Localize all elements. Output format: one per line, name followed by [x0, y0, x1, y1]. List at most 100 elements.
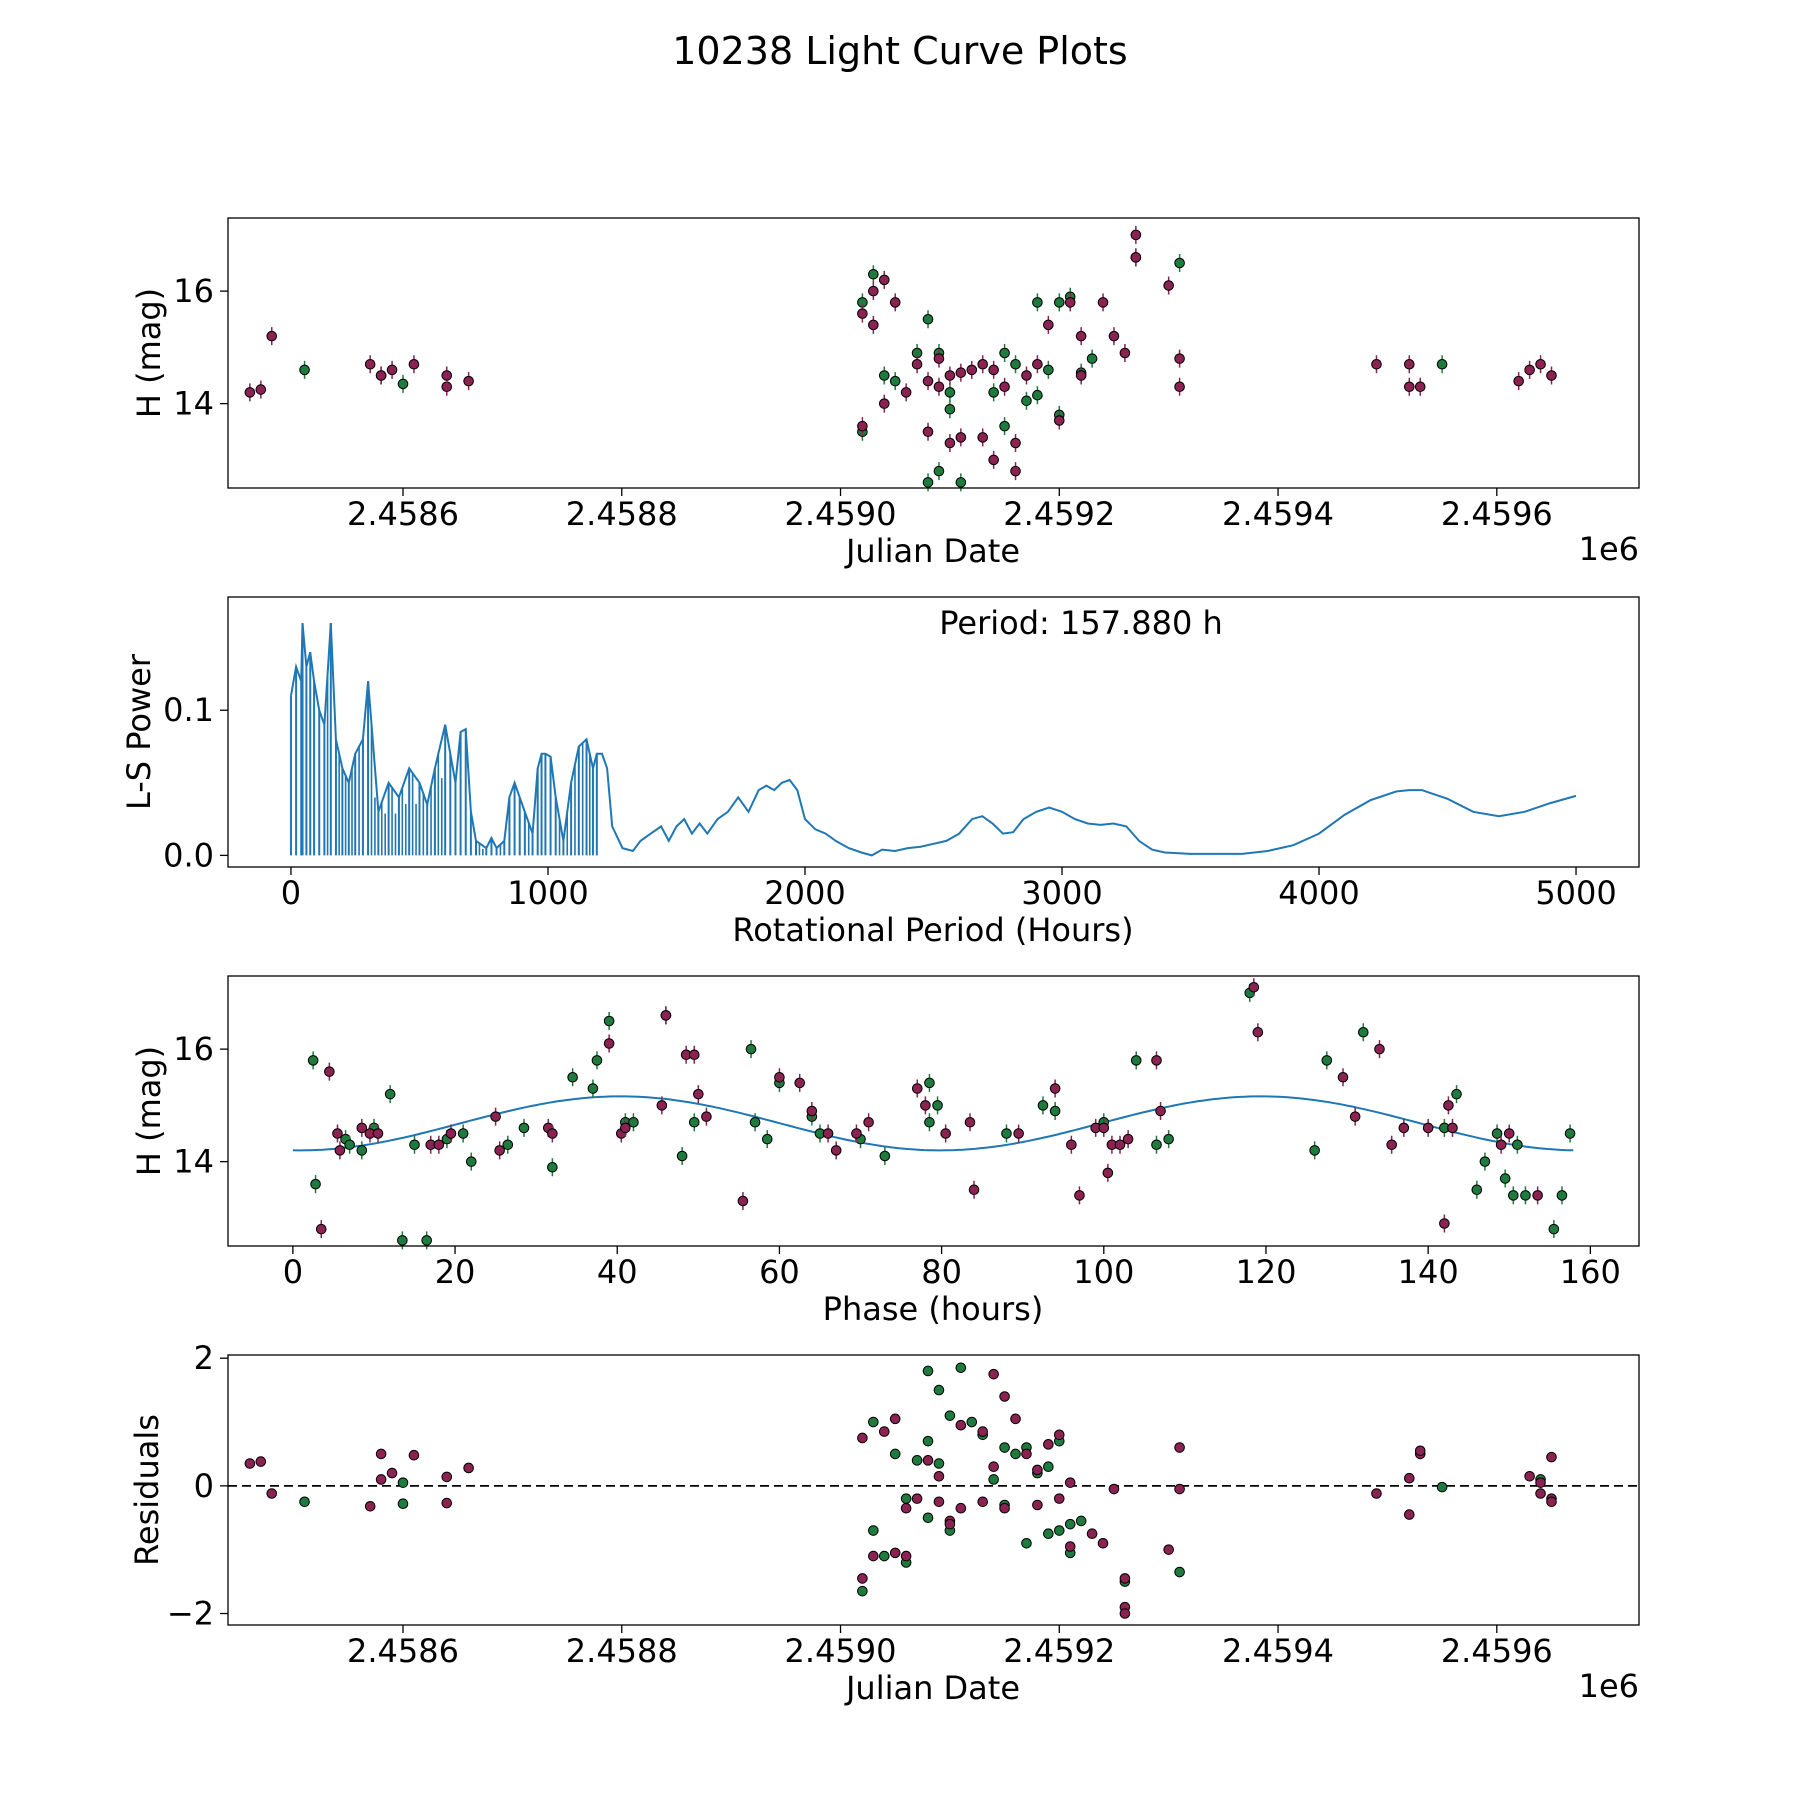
phased-point-green — [1548, 1223, 1560, 1235]
phased-point-green — [1556, 1190, 1568, 1201]
phased-point-green — [749, 1116, 761, 1128]
phased-x-tick-label: 0 — [283, 1253, 303, 1291]
periodogram-ticks: 0 1000 2000 3000 4000 5000 0.0 0.1 — [163, 691, 1617, 912]
phased-point-green — [1163, 1133, 1174, 1145]
phased-point-green — [307, 1055, 319, 1066]
lightcurve-point-purple — [1371, 358, 1382, 370]
residuals-point-purple — [244, 1458, 256, 1469]
lightcurve-point-green — [944, 403, 956, 415]
residuals-x-tick-label: 2.4588 — [566, 1632, 678, 1670]
phased-point-green — [1049, 1105, 1061, 1117]
residuals-point-purple — [386, 1467, 398, 1479]
lightcurve-point-green — [922, 313, 934, 325]
periodogram-y-tick-label: 0.0 — [163, 836, 214, 874]
residuals-point-purple — [933, 1496, 945, 1508]
lightcurve-point-purple — [1053, 415, 1065, 426]
residuals-point-green — [1043, 1528, 1054, 1540]
lightcurve-point-purple — [1163, 280, 1174, 291]
lightcurve-point-purple — [386, 364, 398, 376]
phased-point-green — [1357, 1026, 1369, 1038]
residuals-point-purple — [977, 1496, 989, 1508]
phased-point-purple — [620, 1122, 631, 1134]
phased-point-purple — [701, 1111, 712, 1122]
periodogram-x-tick-label: 5000 — [1535, 874, 1616, 912]
residuals-point-green — [1075, 1515, 1087, 1527]
residuals-y-label: Residuals — [128, 1414, 166, 1566]
residuals-ticks: 2.4586 2.4588 2.4590 2.4592 2.4594 2.4596 −2 0 2 — [167, 1339, 1553, 1670]
phased-y-label: H (mag) — [130, 1046, 168, 1176]
residuals-point-purple — [1414, 1445, 1426, 1457]
residuals-y-tick-label: −2 — [167, 1595, 214, 1633]
residuals-point-green — [922, 1365, 934, 1377]
lightcurve-point-purple — [999, 381, 1010, 393]
lightcurve-point-green — [922, 477, 934, 488]
lightcurve-point-purple — [1075, 370, 1087, 381]
phased-point-purple — [1447, 1122, 1458, 1134]
residuals-point-green — [922, 1512, 934, 1524]
phased-point-purple — [1439, 1218, 1450, 1229]
phased-point-green — [567, 1071, 578, 1083]
residuals-point-purple — [988, 1461, 999, 1473]
residuals-point-green — [911, 1455, 923, 1466]
phased-fit-curve — [292, 1095, 1574, 1152]
phased-point-purple — [737, 1195, 749, 1207]
phased-point-green — [745, 1043, 757, 1055]
residuals-point-green — [299, 1496, 310, 1508]
phased-point-purple — [1151, 1055, 1162, 1066]
phased-point-purple — [1013, 1128, 1024, 1139]
residuals-point-purple — [911, 1493, 923, 1504]
residuals-point-purple — [1174, 1483, 1185, 1495]
lightcurve-panel: 2.4586 2.4588 2.4590 2.4592 2.4594 2.4596 14 16… — [130, 217, 1640, 570]
phased-point-green — [688, 1116, 700, 1128]
lightcurve-point-purple — [977, 358, 989, 370]
phased-point-purple — [433, 1139, 445, 1151]
residuals-y-tick-label: 0 — [194, 1467, 214, 1505]
residuals-point-purple — [1371, 1488, 1382, 1499]
residuals-point-purple — [1043, 1439, 1054, 1450]
residuals-point-purple — [889, 1413, 901, 1425]
lightcurve-point-purple — [364, 358, 376, 370]
residuals-point-purple — [441, 1471, 453, 1483]
lightcurve-point-purple — [933, 381, 945, 393]
residuals-points — [244, 1362, 1557, 1619]
lightcurve-point-purple — [933, 353, 945, 364]
phased-point-green — [465, 1156, 477, 1167]
residuals-point-purple — [944, 1518, 956, 1530]
phased-x-tick-label: 20 — [435, 1253, 476, 1291]
residuals-point-purple — [1064, 1541, 1076, 1552]
residuals-point-purple — [1032, 1464, 1043, 1476]
residuals-point-purple — [1119, 1608, 1131, 1619]
lightcurve-point-green — [1010, 358, 1021, 370]
phased-y-tick-label: 14 — [173, 1143, 214, 1181]
lightcurve-point-purple — [1010, 465, 1021, 477]
phased-point-purple — [603, 1038, 615, 1049]
periodogram-x-tick-label: 4000 — [1278, 874, 1359, 912]
residuals-point-purple — [1546, 1451, 1557, 1463]
lightcurve-point-purple — [1546, 370, 1557, 381]
phased-point-purple — [863, 1116, 874, 1128]
residuals-point-green — [1010, 1448, 1021, 1460]
residuals-point-green — [900, 1493, 912, 1504]
phased-point-green — [1471, 1184, 1483, 1196]
lightcurve-point-purple — [878, 274, 890, 286]
phased-point-purple — [830, 1145, 842, 1156]
residuals-point-green — [1043, 1461, 1054, 1473]
lightcurve-point-green — [1043, 364, 1054, 376]
lightcurve-point-purple — [868, 285, 879, 297]
lightcurve-point-purple — [255, 384, 267, 395]
phased-point-purple — [1252, 1026, 1264, 1038]
phased-point-green — [1130, 1055, 1142, 1066]
residuals-point-purple — [1108, 1483, 1120, 1495]
residuals-point-green — [999, 1442, 1010, 1453]
lightcurve-point-purple — [1513, 375, 1524, 387]
residuals-panel: 2.4586 2.4588 2.4590 2.4592 2.4594 2.4596−202… — [128, 1339, 1640, 1707]
residuals-point-purple — [955, 1419, 967, 1431]
phased-point-purple — [1155, 1105, 1166, 1117]
residuals-point-purple — [955, 1502, 967, 1514]
lightcurve-point-green — [397, 378, 409, 390]
periodogram-x-tick-label: 3000 — [1021, 874, 1102, 912]
residuals-point-purple — [868, 1550, 879, 1562]
residuals-x-offset: 1e6 — [1579, 1667, 1639, 1705]
phased-point-green — [1451, 1088, 1462, 1100]
